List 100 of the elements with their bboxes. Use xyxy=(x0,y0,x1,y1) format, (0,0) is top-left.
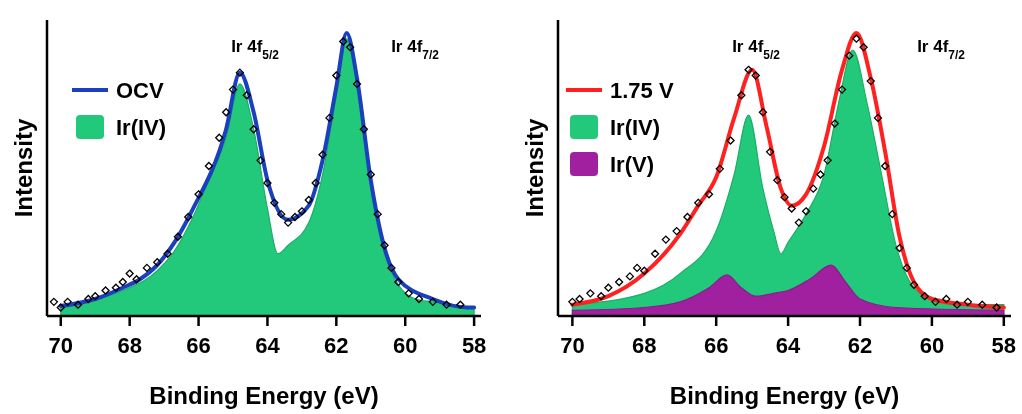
point xyxy=(339,37,348,46)
point xyxy=(816,170,825,179)
point xyxy=(428,297,437,306)
annotation: Ir 4f$_{7/2}$ xyxy=(917,37,966,62)
point xyxy=(221,108,231,117)
x-tick-label: 58 xyxy=(461,333,487,358)
point xyxy=(290,212,300,222)
point xyxy=(823,156,832,165)
point xyxy=(173,232,183,241)
point xyxy=(73,300,83,309)
point xyxy=(414,294,424,304)
point xyxy=(859,43,868,52)
annotation: Ir 4f$_{5/2}$ xyxy=(732,37,781,62)
point xyxy=(694,198,703,207)
y-axis-title: Intensity xyxy=(521,118,548,218)
point xyxy=(49,297,59,306)
point xyxy=(283,218,293,227)
point xyxy=(387,263,396,273)
point xyxy=(809,184,818,193)
point xyxy=(380,241,389,250)
point xyxy=(920,292,929,301)
point xyxy=(837,85,847,94)
point xyxy=(895,243,904,253)
point xyxy=(845,51,854,60)
point xyxy=(614,277,624,287)
point xyxy=(366,170,375,179)
x-tick-label: 70 xyxy=(560,333,585,358)
legend-label: Ir(IV) xyxy=(116,115,167,140)
point xyxy=(325,113,334,123)
point xyxy=(270,198,279,207)
point xyxy=(84,294,93,304)
legend-label: Ir(V) xyxy=(610,152,654,177)
point xyxy=(184,212,193,222)
x-tick-label: 68 xyxy=(117,333,142,358)
point xyxy=(228,85,238,94)
point xyxy=(963,297,973,306)
point xyxy=(931,297,940,306)
point xyxy=(277,209,286,219)
point xyxy=(704,190,714,199)
point xyxy=(101,286,110,295)
y-axis-title: Intensity xyxy=(10,118,37,218)
legend-label: OCV xyxy=(116,78,164,103)
point xyxy=(456,300,465,309)
x-tick-label: 66 xyxy=(703,333,729,358)
point xyxy=(715,164,724,173)
point xyxy=(787,204,796,213)
point xyxy=(256,156,265,165)
point xyxy=(978,300,987,309)
point xyxy=(153,258,162,267)
point xyxy=(442,300,451,309)
point xyxy=(881,161,890,171)
x-tick-label: 68 xyxy=(632,333,657,358)
point xyxy=(672,226,681,236)
point xyxy=(737,91,746,100)
point xyxy=(902,263,911,273)
point xyxy=(125,269,134,278)
point xyxy=(311,178,320,188)
point xyxy=(751,71,760,80)
point xyxy=(758,108,768,117)
point xyxy=(297,207,307,216)
point xyxy=(773,176,782,185)
point xyxy=(744,65,753,74)
point xyxy=(596,292,606,301)
point xyxy=(249,125,258,134)
point xyxy=(952,300,962,309)
point xyxy=(640,266,649,275)
point xyxy=(91,292,100,301)
point xyxy=(56,303,65,312)
point xyxy=(132,275,141,284)
point xyxy=(394,277,403,287)
point xyxy=(63,297,72,306)
point xyxy=(242,91,251,100)
point xyxy=(352,79,362,89)
point xyxy=(345,43,355,52)
point xyxy=(888,209,897,219)
point xyxy=(204,161,214,171)
x-tick-label: 62 xyxy=(324,333,349,358)
point xyxy=(604,283,613,292)
point xyxy=(765,147,775,157)
point xyxy=(586,289,595,298)
legend-label: Ir(IV) xyxy=(610,115,661,140)
point xyxy=(373,209,382,219)
x-tick-label: 60 xyxy=(919,333,945,358)
x-tick-label: 66 xyxy=(186,333,211,358)
point xyxy=(683,212,692,222)
point xyxy=(909,280,919,290)
point xyxy=(194,190,203,199)
point xyxy=(866,76,875,86)
point xyxy=(304,195,313,205)
point xyxy=(852,34,861,43)
point xyxy=(575,294,584,304)
x-axis-title: Binding Energy (eV) xyxy=(669,382,900,409)
point xyxy=(263,178,272,188)
point xyxy=(568,297,577,306)
point xyxy=(801,207,811,216)
annotation: Ir 4f$_{7/2}$ xyxy=(391,37,440,62)
annotation: Ir 4f$_{5/2}$ xyxy=(231,37,280,62)
x-tick-label: 64 xyxy=(775,333,802,358)
point xyxy=(163,249,172,258)
x-tick-label: 62 xyxy=(847,333,873,358)
